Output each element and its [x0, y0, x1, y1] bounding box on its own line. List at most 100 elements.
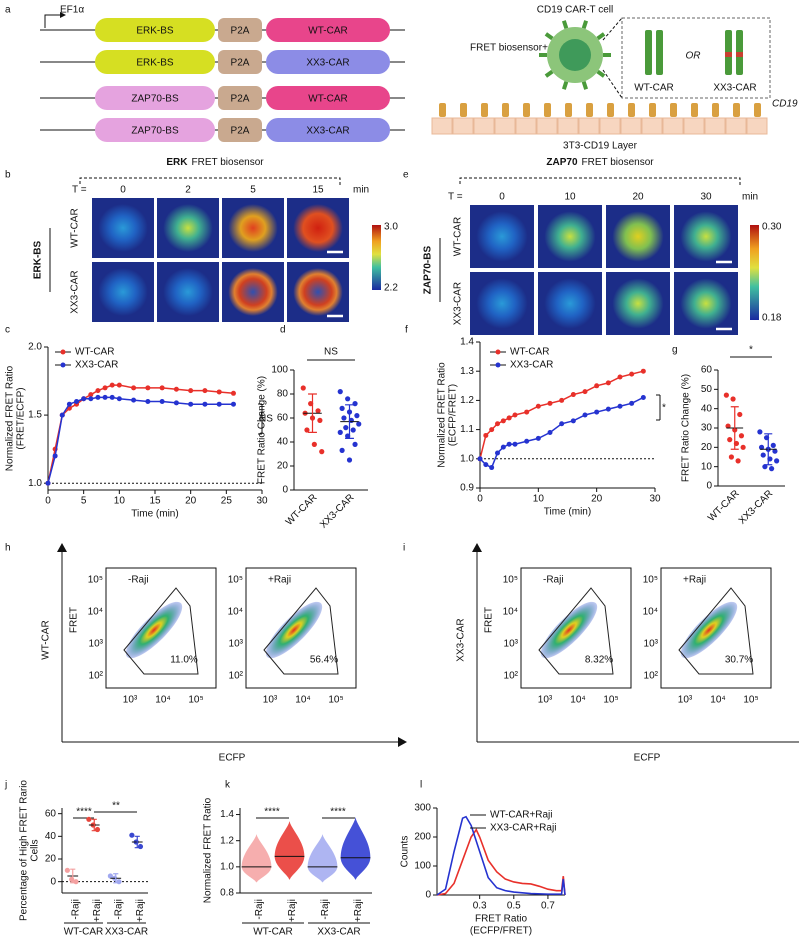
panel-letter: e: [403, 170, 409, 181]
data-point: [86, 816, 92, 822]
y-tick-label: 1.0: [220, 861, 234, 872]
cd19: [565, 103, 572, 117]
axis-label: ECFP: [634, 753, 661, 764]
x-tick-label: 30: [649, 494, 661, 505]
marker: [159, 385, 165, 391]
marker: [535, 403, 541, 409]
legend-label: WT-CAR+Raji: [490, 810, 553, 821]
marker: [66, 401, 72, 407]
marker: [159, 398, 165, 404]
y-axis-label: Normalized FRET Ratio: [437, 362, 448, 468]
data-point: [94, 826, 101, 833]
cell-signal: [612, 211, 664, 262]
y-tick-label: 10⁴: [643, 607, 658, 618]
x-tick-label: 25: [221, 496, 233, 507]
data-point: [730, 396, 736, 402]
data-point: [319, 449, 325, 455]
marker: [535, 435, 541, 441]
construct-box: [266, 86, 390, 110]
x-tick-label: 20: [591, 494, 603, 505]
marker: [570, 392, 576, 398]
data-point: [345, 396, 351, 402]
panel-letter: l: [420, 780, 422, 791]
violin: [307, 834, 338, 883]
panel-letter: k: [225, 780, 231, 791]
marker: [582, 389, 588, 395]
y-tick-label: 0: [282, 485, 288, 496]
x-tick-label: 20: [185, 496, 197, 507]
marker: [489, 427, 495, 433]
cell-signal: [98, 204, 148, 252]
y-tick-label: 10⁵: [228, 575, 243, 586]
cd19: [502, 103, 509, 117]
y-tick-label: 10²: [644, 671, 659, 682]
marker: [173, 400, 179, 406]
x-tick-label: 5: [81, 496, 87, 507]
y-tick-label: 10²: [504, 671, 519, 682]
y-tick-label: 10: [701, 461, 713, 472]
annotation: *: [749, 345, 753, 356]
data-point: [73, 879, 79, 885]
data-point: [341, 415, 347, 421]
plot-title: -Raji: [543, 575, 564, 586]
x-tick-label: XX3-CAR: [318, 492, 356, 530]
cell-signal: [163, 204, 213, 252]
cd19: [481, 103, 488, 117]
marker: [116, 396, 122, 402]
flow-cloud: [125, 601, 183, 659]
time-label: 0: [120, 185, 126, 196]
annotation: NS: [324, 347, 338, 358]
violin: [241, 834, 272, 883]
x-tick-label: +Raji: [92, 899, 103, 922]
y-tick-label: 10⁴: [88, 607, 103, 618]
cd19: [712, 103, 719, 117]
x-tick-label: 10⁵: [328, 695, 343, 706]
construct-label: P2A: [231, 26, 250, 37]
construct-label: XX3-CAR: [306, 58, 349, 69]
marker: [202, 388, 208, 394]
car-receptor: [544, 69, 554, 78]
data-point: [129, 832, 135, 838]
x-axis-label: Time (min): [544, 507, 591, 518]
marker: [547, 430, 553, 436]
construct-box: [95, 18, 215, 42]
y-tick-label: 20: [701, 442, 713, 453]
construct-label: ZAP70-BS: [131, 126, 179, 137]
y-tick-label: 1.5: [28, 410, 42, 421]
marker: [45, 480, 51, 486]
car-label: XX3-CAR: [713, 83, 756, 94]
group-label: ZAP70-BS: [423, 246, 434, 295]
y-tick-label: 0: [425, 890, 431, 901]
data-point: [64, 867, 70, 873]
car-label: WT-CAR: [634, 83, 673, 94]
cell-label: CD19 CAR-T cell: [537, 5, 614, 16]
construct-label: ZAP70-BS: [131, 94, 179, 105]
t-label: T =: [72, 185, 87, 196]
cell-signal: [163, 268, 213, 316]
data-point: [354, 413, 360, 419]
x-tick-label: WT-CAR: [284, 492, 320, 528]
row-label: XX3-CAR: [453, 282, 464, 325]
data-point: [725, 423, 731, 429]
car-molecule: [645, 30, 652, 75]
y-tick-label: 20: [45, 854, 57, 865]
violin: [274, 821, 305, 880]
marker: [640, 368, 646, 374]
car-receptor: [581, 81, 589, 90]
y-tick-label: 10⁴: [228, 607, 243, 618]
title-bold: ZAP70: [546, 157, 578, 168]
annotation: NS: [259, 414, 273, 425]
marker: [594, 383, 600, 389]
y-tick-label: 40: [45, 831, 57, 842]
data-point: [723, 392, 729, 398]
series-line: [47, 396, 234, 484]
cd19: [691, 103, 698, 117]
x-tick-label: 10³: [123, 695, 138, 706]
panel-letter: d: [280, 325, 286, 336]
time-label: 2: [185, 185, 191, 196]
car-receptor: [561, 20, 569, 29]
cell-signal: [476, 211, 528, 262]
data-point: [137, 843, 144, 850]
